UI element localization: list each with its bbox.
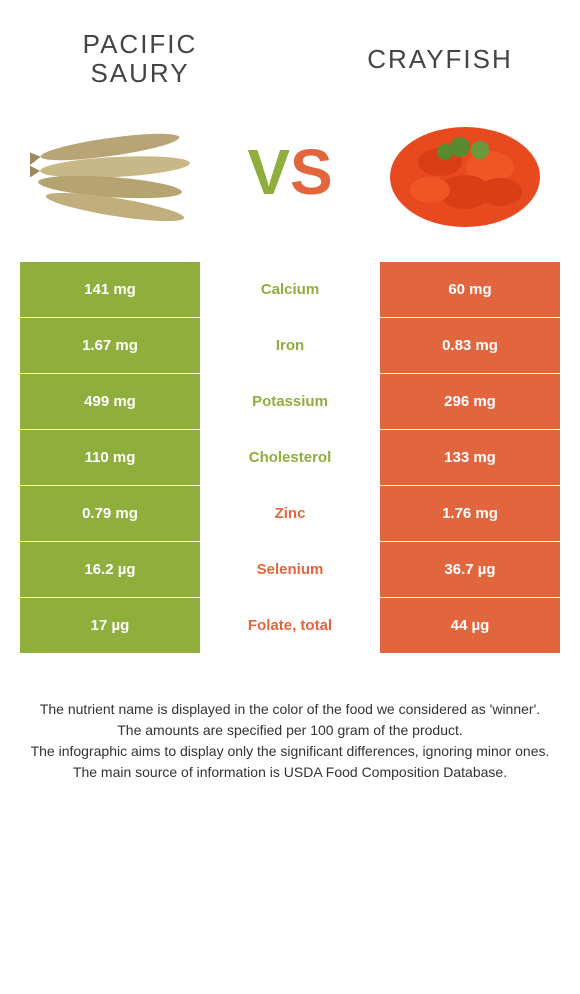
left-value: 16.2 µg [20,542,200,597]
vs-s: S [290,136,333,208]
comparison-table: 141 mgCalcium60 mg1.67 mgIron0.83 mg499 … [20,262,560,654]
left-value: 17 µg [20,598,200,653]
table-row: 16.2 µgSelenium36.7 µg [20,542,560,598]
right-value: 60 mg [380,262,560,317]
nutrient-name: Cholesterol [200,430,380,485]
footer-line: The main source of information is USDA F… [20,762,560,783]
right-food-title: Crayfish [350,30,530,87]
nutrient-name: Zinc [200,486,380,541]
left-value: 0.79 mg [20,486,200,541]
table-row: 110 mgCholesterol133 mg [20,430,560,486]
footer-line: The amounts are specified per 100 gram o… [20,720,560,741]
nutrient-name: Folate, total [200,598,380,653]
table-row: 141 mgCalcium60 mg [20,262,560,318]
images-row: VS [0,97,580,262]
right-value: 0.83 mg [380,318,560,373]
right-food-image [380,107,550,237]
vs-label: VS [247,135,332,209]
right-value: 44 µg [380,598,560,653]
left-food-image [30,107,200,237]
nutrient-name: Selenium [200,542,380,597]
right-value: 133 mg [380,430,560,485]
header: Pacific saury Crayfish [0,0,580,97]
left-value: 499 mg [20,374,200,429]
left-value: 110 mg [20,430,200,485]
left-value: 1.67 mg [20,318,200,373]
nutrient-name: Iron [200,318,380,373]
table-row: 17 µgFolate, total44 µg [20,598,560,654]
nutrient-name: Calcium [200,262,380,317]
table-row: 1.67 mgIron0.83 mg [20,318,560,374]
table-row: 499 mgPotassium296 mg [20,374,560,430]
left-food-title: Pacific saury [50,30,230,87]
left-value: 141 mg [20,262,200,317]
right-value: 296 mg [380,374,560,429]
table-row: 0.79 mgZinc1.76 mg [20,486,560,542]
footer-notes: The nutrient name is displayed in the co… [0,654,580,783]
right-value: 1.76 mg [380,486,560,541]
footer-line: The infographic aims to display only the… [20,741,560,762]
vs-v: V [247,136,290,208]
nutrient-name: Potassium [200,374,380,429]
footer-line: The nutrient name is displayed in the co… [20,699,560,720]
right-value: 36.7 µg [380,542,560,597]
